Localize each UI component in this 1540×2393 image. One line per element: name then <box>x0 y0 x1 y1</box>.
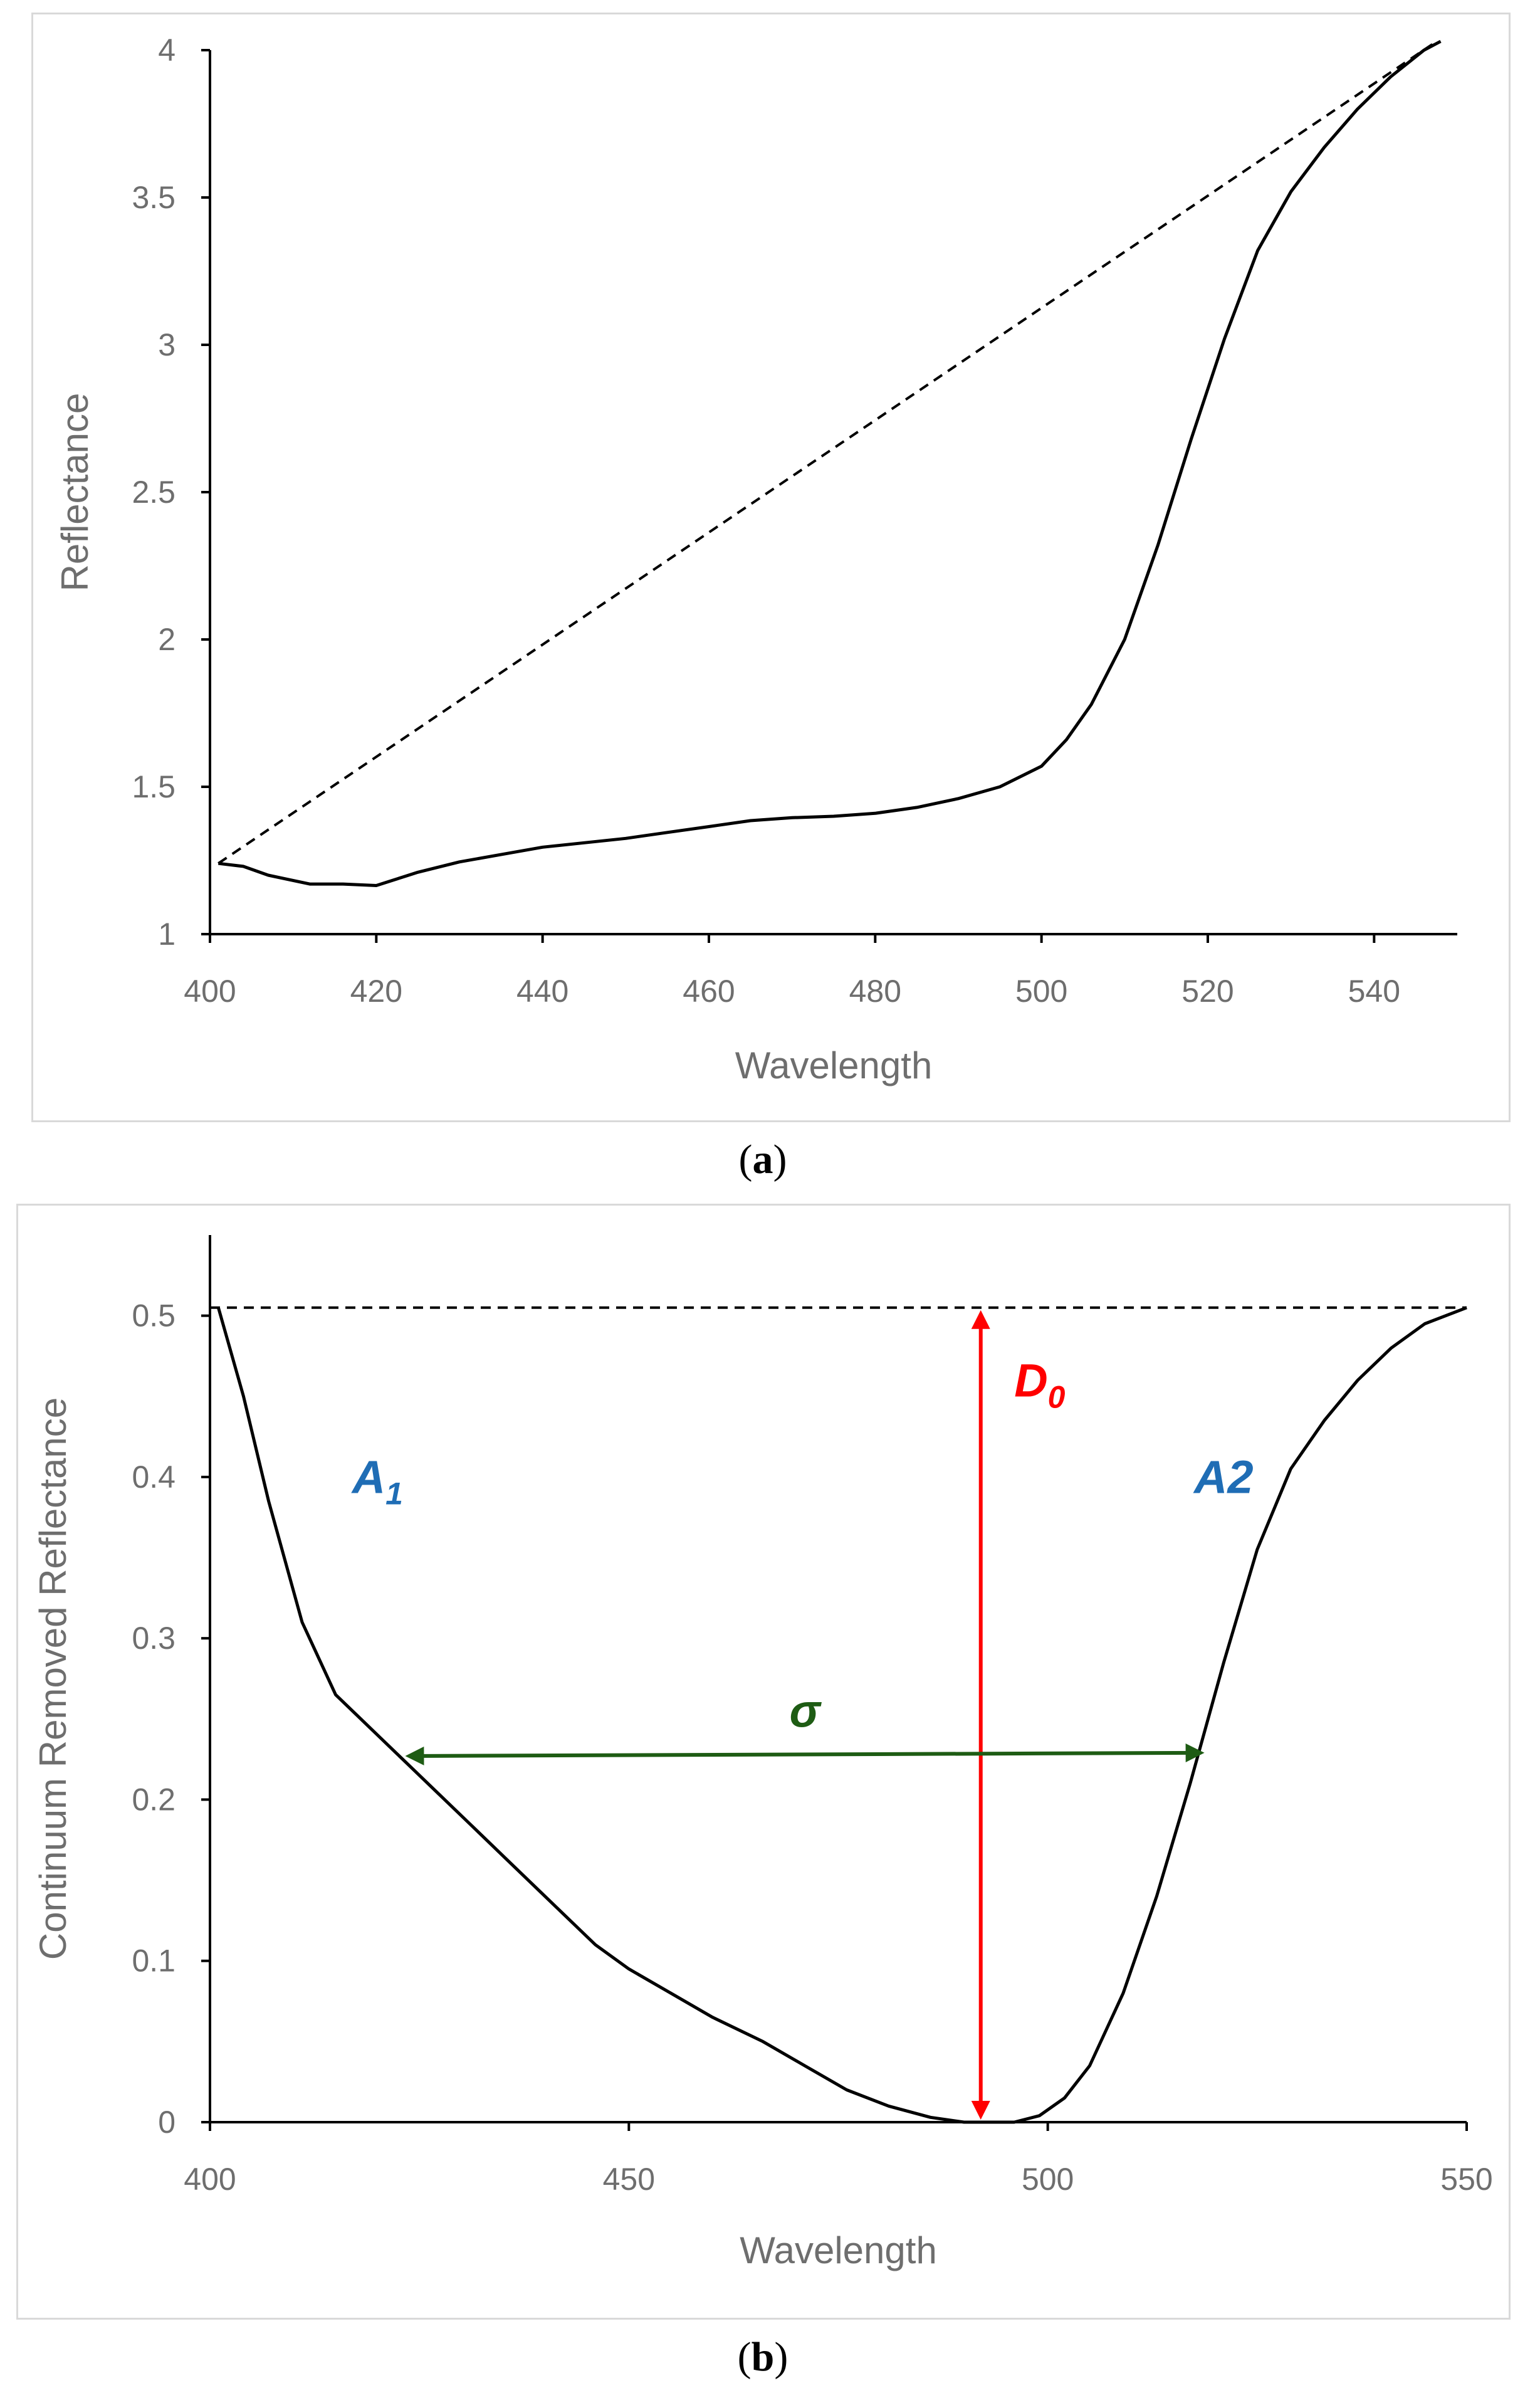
chart-a-x-tick-label: 480 <box>849 974 901 1009</box>
chart-b-y-tick-label: 0.3 <box>132 1621 175 1656</box>
chart-a-y-tick-label: 1.5 <box>132 769 175 804</box>
chart-b-y-tick-label: 0.5 <box>132 1298 175 1333</box>
chart-b-x-tick-label: 500 <box>1022 2162 1074 2197</box>
chart-b-y-axis-title: Continuum Removed Reflectance <box>32 1397 74 1960</box>
chart-a-x-axis-title: Wavelength <box>735 1044 933 1086</box>
chart-a-x-tick-label: 520 <box>1181 974 1234 1009</box>
area-right-label: A2 <box>1193 1451 1254 1503</box>
width-arrow <box>405 1743 1205 1765</box>
chart-a-y-tick-label: 1 <box>158 917 175 952</box>
chart-a-frame <box>31 13 1511 1122</box>
chart-b: 0 0.1 0.2 0.3 0.4 0.5 400 450 500 550 D0 σ A1 A2… <box>32 1235 1493 2271</box>
chart-b-x-tick-label: 400 <box>184 2162 236 2197</box>
chart-b-x-axis-title: Wavelength <box>740 2229 937 2271</box>
caption-a: (a) <box>738 1137 787 1182</box>
caption-b: (b) <box>737 2334 788 2380</box>
chart-a-y-tick-label: 3 <box>158 327 175 362</box>
chart-a-x-tick-label: 500 <box>1015 974 1067 1009</box>
chart-a-continuum-hull-line <box>217 43 1433 865</box>
chart-b-x-tick-label: 550 <box>1440 2162 1492 2197</box>
chart-a: 1 1.5 2 2.5 3 3.5 4 400 420 440 460 480 500 520 540 W… <box>54 33 1457 1086</box>
chart-b-y-tick-label: 0.2 <box>132 1782 175 1817</box>
chart-b-x-tick-label: 450 <box>603 2162 655 2197</box>
chart-a-x-tick-label: 420 <box>350 974 402 1009</box>
chart-a-y-tick-label: 2.5 <box>132 475 175 510</box>
area-left-label: A1 <box>351 1451 403 1512</box>
chart-a-x-ticks: 400 420 440 460 480 500 520 540 <box>184 934 1400 1009</box>
chart-a-x-tick-label: 400 <box>184 974 236 1009</box>
chart-b-continuum-removed-line <box>216 1306 1467 2124</box>
chart-a-y-tick-label: 2 <box>158 622 175 657</box>
depth-label: D0 <box>1014 1354 1065 1414</box>
chart-a-reflectance-line <box>218 39 1442 887</box>
chart-b-x-ticks: 400 450 500 550 <box>184 2122 1493 2197</box>
chart-b-y-ticks: 0 0.1 0.2 0.3 0.4 0.5 <box>132 1298 210 2140</box>
chart-a-y-tick-label: 4 <box>158 33 175 68</box>
width-label: σ <box>789 1685 822 1737</box>
chart-a-y-axis-title: Reflectance <box>54 393 96 592</box>
chart-a-x-tick-label: 460 <box>683 974 735 1009</box>
chart-b-y-tick-label: 0.1 <box>132 1943 175 1979</box>
chart-a-y-tick-label: 3.5 <box>132 180 175 215</box>
chart-a-x-tick-label: 540 <box>1348 974 1400 1009</box>
chart-a-x-tick-label: 440 <box>516 974 568 1009</box>
chart-a-y-ticks: 1 1.5 2 2.5 3 3.5 4 <box>132 33 210 952</box>
chart-b-y-tick-label: 0.4 <box>132 1459 175 1495</box>
chart-b-y-tick-label: 0 <box>158 2105 175 2140</box>
